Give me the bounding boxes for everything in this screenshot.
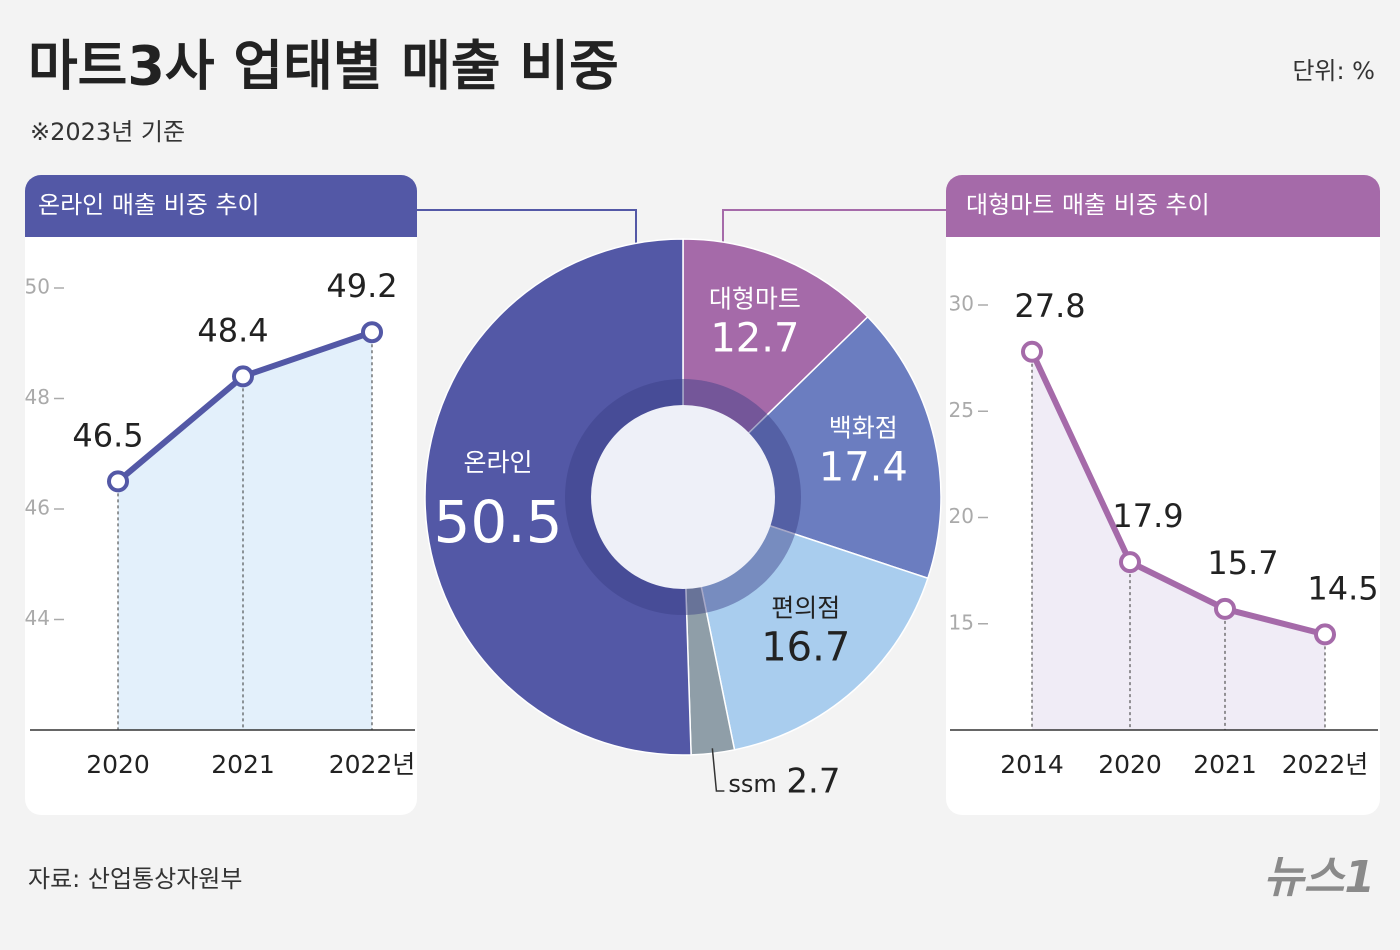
value-label: 48.4	[197, 311, 268, 349]
slice-value: 50.5	[433, 488, 562, 556]
title: 마트3사 업태별 매출 비중	[28, 35, 619, 98]
point	[1214, 597, 1236, 620]
slice-value: 16.7	[761, 624, 850, 670]
value-label: 15.7	[1207, 544, 1278, 582]
x-tick-label: 2020	[86, 750, 150, 779]
y-tick-label: 44	[25, 606, 50, 630]
value-label: 17.9	[1112, 497, 1183, 535]
left-panel-title: 온라인 매출 비중 추이	[38, 191, 260, 219]
point	[1021, 340, 1043, 363]
right-panel-header	[946, 175, 1380, 237]
slice-name: 대형마트	[709, 285, 801, 314]
value-label: 46.5	[72, 416, 143, 454]
point	[1314, 623, 1336, 646]
y-tick-label: 20	[949, 504, 974, 528]
y-tick-label: 15	[949, 610, 974, 634]
slice-name: 편의점	[771, 593, 840, 622]
point	[107, 470, 129, 493]
logo: 뉴스1	[1263, 852, 1375, 903]
connector	[722, 209, 946, 245]
x-tick-label: 2022년	[1282, 750, 1369, 779]
x-tick-label: 2021	[1193, 750, 1257, 779]
pie-slice	[424, 238, 692, 756]
y-tick-label: 50	[25, 275, 50, 299]
x-tick-label: 2021	[211, 750, 275, 779]
slice-name: 온라인	[464, 448, 533, 477]
x-tick-label: 2022년	[329, 750, 416, 779]
point	[232, 365, 254, 388]
slice-value: 2.7	[786, 762, 840, 802]
slice-name: ssm	[728, 770, 776, 798]
x-tick-label: 2014	[1000, 750, 1064, 779]
slice-name: 백화점	[829, 414, 898, 443]
value-label: 27.8	[1014, 287, 1085, 325]
slice-value: 17.4	[819, 445, 908, 491]
point	[361, 321, 383, 344]
value-label: 14.5	[1307, 569, 1378, 607]
subtitle: ※2023년 기준	[30, 118, 185, 146]
x-tick-label: 2020	[1098, 750, 1162, 779]
y-tick-label: 25	[949, 398, 974, 422]
y-tick-label: 46	[25, 496, 50, 520]
left-panel-header	[25, 175, 417, 237]
y-tick-label: 48	[25, 385, 50, 409]
slice-value: 12.7	[710, 316, 799, 362]
area	[1032, 351, 1325, 730]
leader-line	[711, 748, 725, 792]
value-label: 49.2	[326, 267, 397, 305]
unit: 단위: %	[1292, 57, 1375, 85]
right-panel-title: 대형마트 매출 비중 추이	[966, 191, 1210, 219]
plots: 44 46 48 50 46.5 2020 48.4 2021 49.2 2022년 대형마트12.…	[25, 238, 1379, 802]
line	[1029, 350, 1326, 638]
connector	[417, 209, 637, 245]
pie-center-inner	[591, 405, 775, 589]
source: 자료: 산업통상자원부	[28, 865, 242, 893]
y-tick-label: 30	[949, 292, 974, 316]
point	[1119, 551, 1141, 574]
